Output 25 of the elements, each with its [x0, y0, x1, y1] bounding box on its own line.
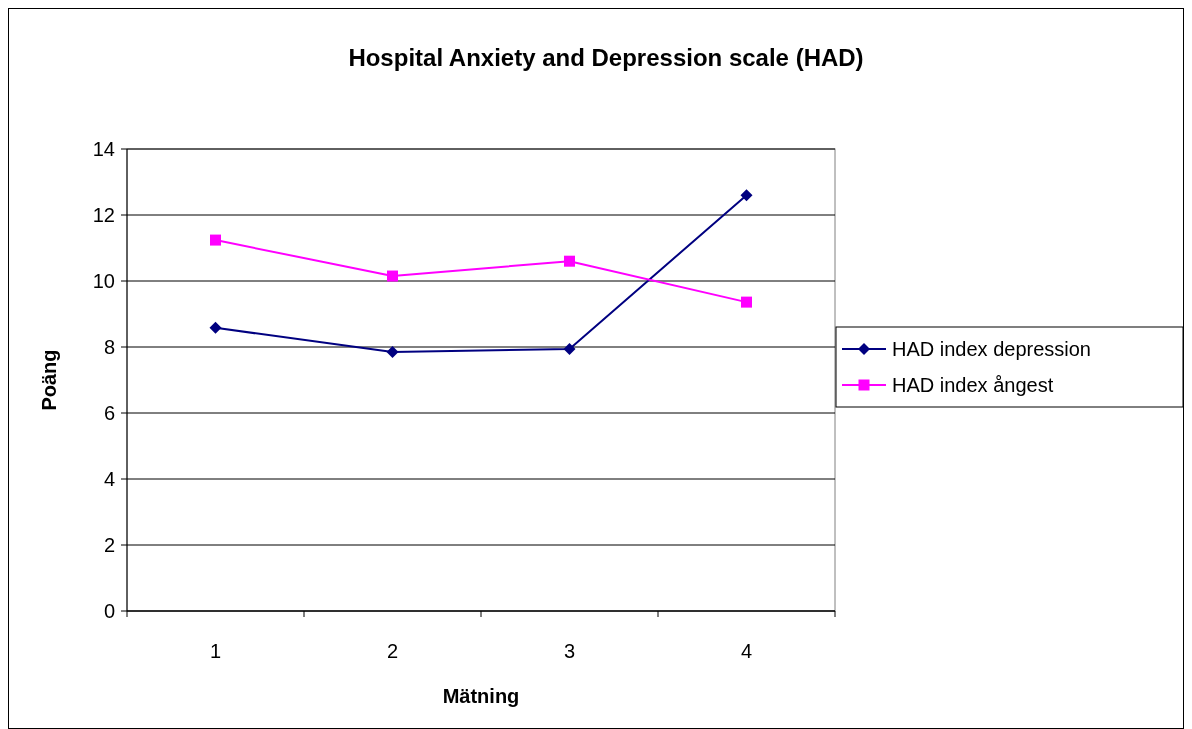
x-tick-label: 2	[386, 640, 399, 662]
point	[386, 345, 399, 358]
y-tick-label: 8	[103, 336, 115, 358]
legend-label: HAD index depression	[892, 338, 1091, 360]
point	[564, 255, 575, 267]
y-tick-label: 6	[103, 402, 115, 424]
y-tick-label: 0	[103, 600, 115, 622]
y-tick-label: 2	[103, 534, 115, 556]
point	[387, 270, 398, 282]
y-tick-label: 12	[92, 204, 115, 226]
chart-title: Hospital Anxiety and Depression scale (HAD)	[348, 44, 864, 71]
x-tick-label: 1	[209, 640, 222, 662]
x-axis-title: Mätning	[442, 685, 520, 707]
x-tick-label: 4	[740, 640, 753, 662]
point	[209, 321, 222, 334]
point	[741, 296, 752, 308]
y-tick-label: 10	[92, 270, 115, 292]
point	[210, 234, 221, 246]
y-tick-label: 14	[92, 138, 115, 160]
point	[563, 342, 576, 355]
point	[740, 189, 753, 202]
y-tick-label: 4	[103, 468, 115, 490]
x-tick-label: 3	[563, 640, 576, 662]
legend-label: HAD index ångest	[892, 374, 1054, 396]
y-axis-title: Poäng	[38, 349, 60, 411]
